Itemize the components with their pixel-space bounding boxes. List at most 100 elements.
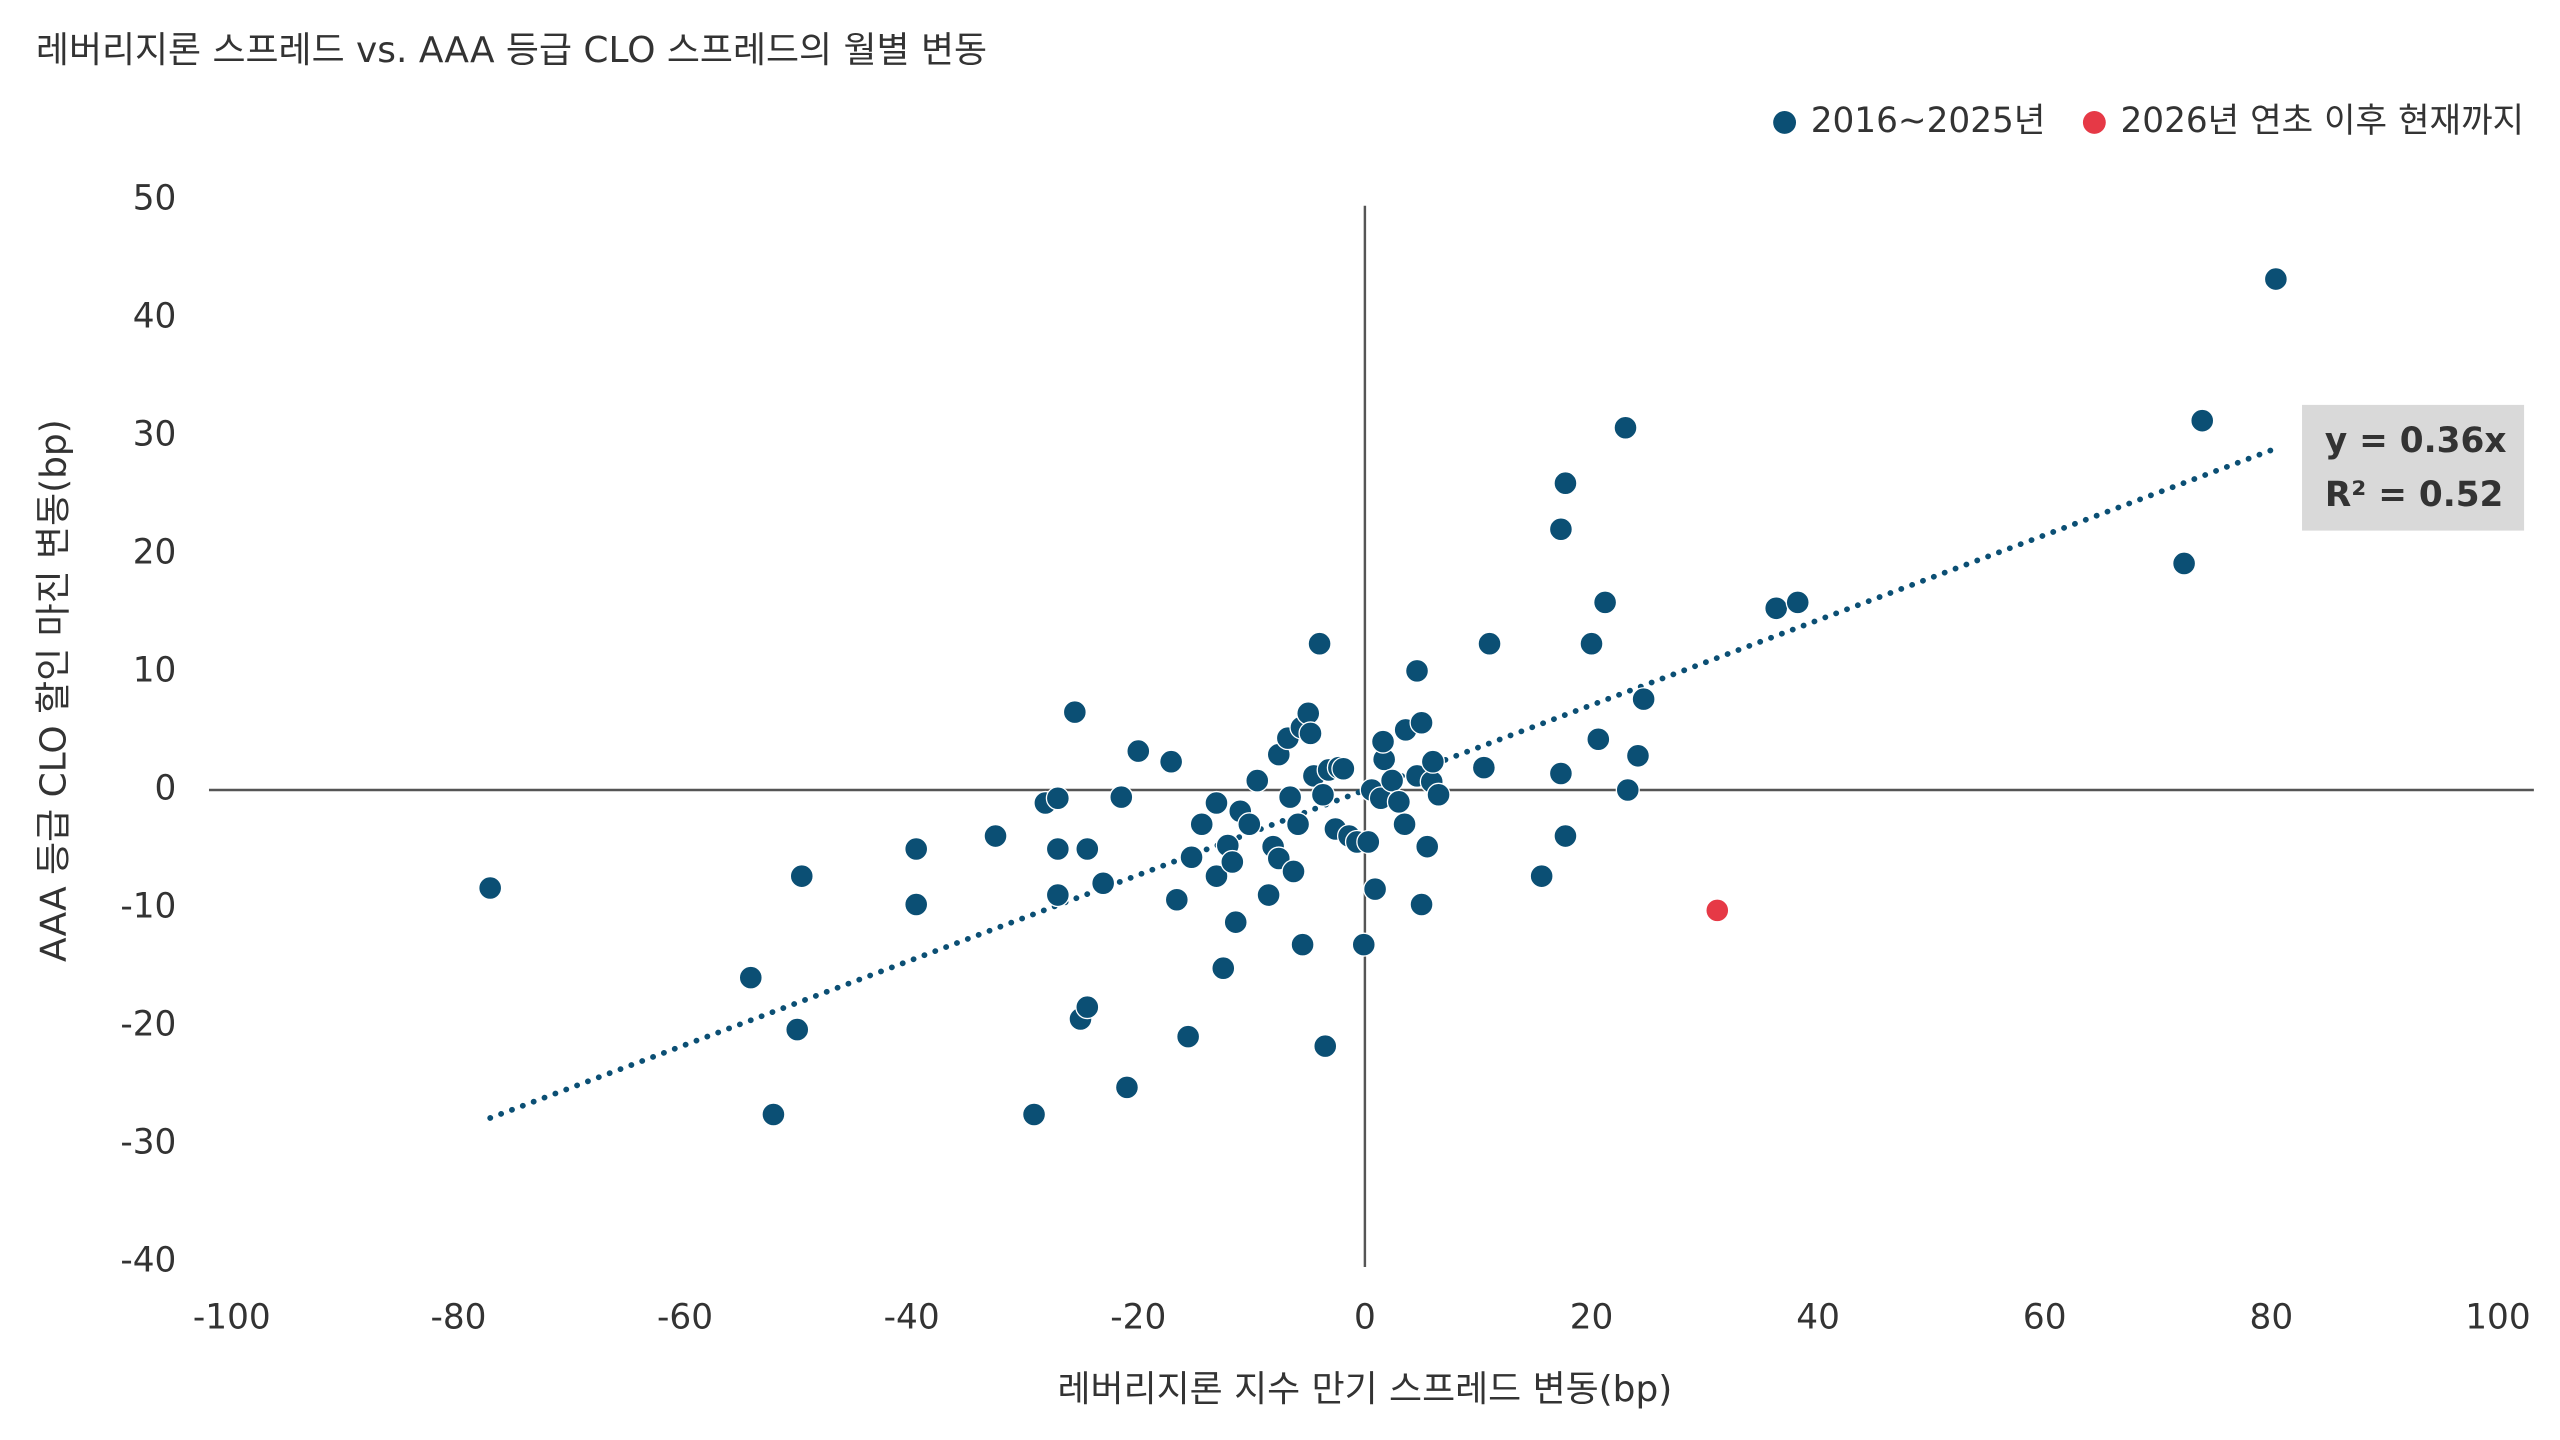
x-tick-label: 0 [1354, 1298, 1376, 1338]
point [1409, 710, 1434, 735]
point [1351, 932, 1376, 957]
point [2190, 408, 2215, 433]
point [1045, 836, 1070, 862]
point [738, 965, 763, 990]
y-tick-label: 50 [133, 178, 177, 218]
point [1331, 756, 1356, 781]
annotation-box [2302, 404, 2525, 531]
point [761, 1102, 786, 1127]
point [2263, 266, 2288, 292]
point [1380, 768, 1405, 793]
point [1237, 812, 1262, 837]
x-tick-label: -60 [657, 1298, 713, 1338]
y-tick-label: 20 [133, 533, 177, 573]
point [1579, 631, 1604, 656]
point [1245, 768, 1270, 793]
y-axis-label: AAA 등급 CLO 할인 마진 변동(bp) [34, 419, 75, 962]
point [1164, 887, 1189, 912]
point [1370, 729, 1396, 754]
point [1593, 590, 1618, 615]
point [789, 864, 814, 889]
point [1625, 743, 1651, 768]
point [1785, 590, 1810, 615]
point [1307, 631, 1332, 656]
y-tick-label: -20 [120, 1005, 176, 1045]
point [1021, 1102, 1047, 1127]
y-tick-label: 30 [133, 415, 177, 455]
point [983, 823, 1008, 849]
point [1548, 761, 1573, 786]
point [1256, 882, 1281, 908]
chart-title: 레버리지론 스프레드 vs. AAA 등급 CLO 스프레드의 월별 변동 [36, 30, 987, 71]
point [1471, 755, 1496, 780]
x-tick-label: 40 [1796, 1298, 1840, 1338]
x-tick-label: 20 [1570, 1298, 1614, 1338]
point [1075, 995, 1100, 1020]
y-tick-label: -30 [120, 1123, 176, 1163]
point [1298, 721, 1323, 746]
point [1363, 877, 1388, 902]
x-tick-label: 60 [2023, 1298, 2067, 1338]
x-tick-label: 80 [2250, 1298, 2294, 1338]
y-tick-label: -40 [120, 1241, 176, 1281]
point [1296, 701, 1321, 726]
point [1615, 777, 1640, 803]
point [1356, 829, 1381, 855]
point [1290, 932, 1315, 957]
point [1586, 727, 1611, 752]
annotation: R² = 0.52 [2325, 475, 2504, 515]
legend-marker [2082, 111, 2106, 134]
point [1764, 596, 1789, 621]
point [1278, 785, 1303, 810]
point [1310, 782, 1336, 807]
x-tick-label: -40 [884, 1298, 940, 1338]
y-tick-label: 10 [133, 651, 177, 691]
point [1548, 517, 1573, 542]
point [1553, 823, 1578, 849]
point [478, 875, 503, 901]
point [1223, 910, 1248, 935]
point [1631, 687, 1656, 712]
point [1045, 786, 1070, 811]
point [1220, 849, 1245, 875]
point [1159, 749, 1184, 774]
point [1553, 471, 1578, 496]
point [1529, 864, 1554, 889]
point [1613, 415, 1638, 440]
point [1392, 812, 1417, 837]
point [1126, 738, 1151, 764]
point [1109, 785, 1134, 810]
point [1409, 892, 1434, 917]
y-tick-label: 40 [133, 297, 177, 337]
y-tick-label: 0 [155, 769, 177, 809]
x-tick-label: -20 [1110, 1298, 1166, 1338]
point [1404, 658, 1430, 683]
point [1426, 782, 1451, 807]
x-tick-label: -80 [430, 1298, 486, 1338]
point [904, 836, 929, 862]
point [1285, 812, 1311, 837]
x-tick-label: -100 [193, 1298, 271, 1338]
y-tick-label: -10 [120, 887, 176, 927]
point [1313, 1034, 1338, 1059]
x-tick-label: 100 [2465, 1298, 2530, 1338]
point [1281, 859, 1306, 884]
point [1179, 845, 1204, 870]
point [1075, 836, 1100, 862]
point [1114, 1075, 1140, 1100]
x-axis-label: 레버리지론 지수 만기 스프레드 변동(bp) [1058, 1369, 1673, 1410]
legend-label: 2026년 연초 이후 현재까지 [2120, 101, 2524, 141]
point [1204, 864, 1229, 889]
legend-label: 2016~2025년 [1811, 101, 2046, 141]
point [1211, 956, 1236, 981]
point [1045, 882, 1070, 908]
point [2172, 551, 2197, 576]
point [1386, 789, 1411, 814]
point [1420, 749, 1445, 774]
annotation: y = 0.36x [2325, 421, 2507, 461]
point [1091, 871, 1116, 896]
point [1415, 834, 1440, 859]
point [1189, 812, 1214, 837]
